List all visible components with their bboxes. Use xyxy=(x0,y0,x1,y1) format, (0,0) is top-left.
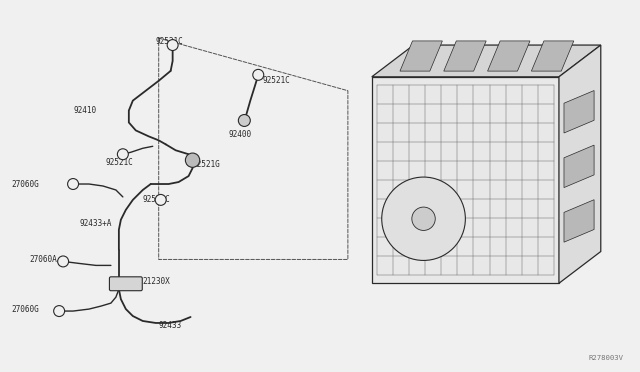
Text: 27060A: 27060A xyxy=(29,255,57,264)
Text: 92521C: 92521C xyxy=(106,158,134,167)
Polygon shape xyxy=(564,145,594,187)
Circle shape xyxy=(381,177,465,260)
Polygon shape xyxy=(488,41,530,71)
Circle shape xyxy=(167,39,178,51)
Text: 27060G: 27060G xyxy=(12,180,39,189)
Polygon shape xyxy=(372,45,601,77)
Polygon shape xyxy=(400,41,442,71)
Circle shape xyxy=(156,195,166,205)
Circle shape xyxy=(68,179,79,189)
Circle shape xyxy=(412,207,435,230)
Polygon shape xyxy=(444,41,486,71)
Circle shape xyxy=(117,149,129,160)
Polygon shape xyxy=(372,77,559,283)
Text: 92433+A: 92433+A xyxy=(79,219,111,228)
Text: 92521C: 92521C xyxy=(156,36,184,46)
Circle shape xyxy=(238,115,250,126)
Circle shape xyxy=(186,153,200,167)
Circle shape xyxy=(253,69,264,80)
Text: 92433: 92433 xyxy=(159,321,182,330)
Polygon shape xyxy=(531,41,574,71)
Circle shape xyxy=(58,256,68,267)
Circle shape xyxy=(54,306,65,317)
Polygon shape xyxy=(559,45,601,283)
Text: 92521C: 92521C xyxy=(143,195,170,204)
Text: 92400: 92400 xyxy=(228,130,252,139)
Text: 92521C: 92521C xyxy=(262,76,290,85)
Text: R278003V: R278003V xyxy=(589,355,623,361)
Polygon shape xyxy=(564,90,594,133)
Text: 92521G: 92521G xyxy=(193,160,220,169)
Text: 92410: 92410 xyxy=(73,106,96,115)
FancyBboxPatch shape xyxy=(109,277,142,291)
Text: 27060G: 27060G xyxy=(12,305,39,314)
Text: 21230X: 21230X xyxy=(143,277,170,286)
Polygon shape xyxy=(564,200,594,242)
